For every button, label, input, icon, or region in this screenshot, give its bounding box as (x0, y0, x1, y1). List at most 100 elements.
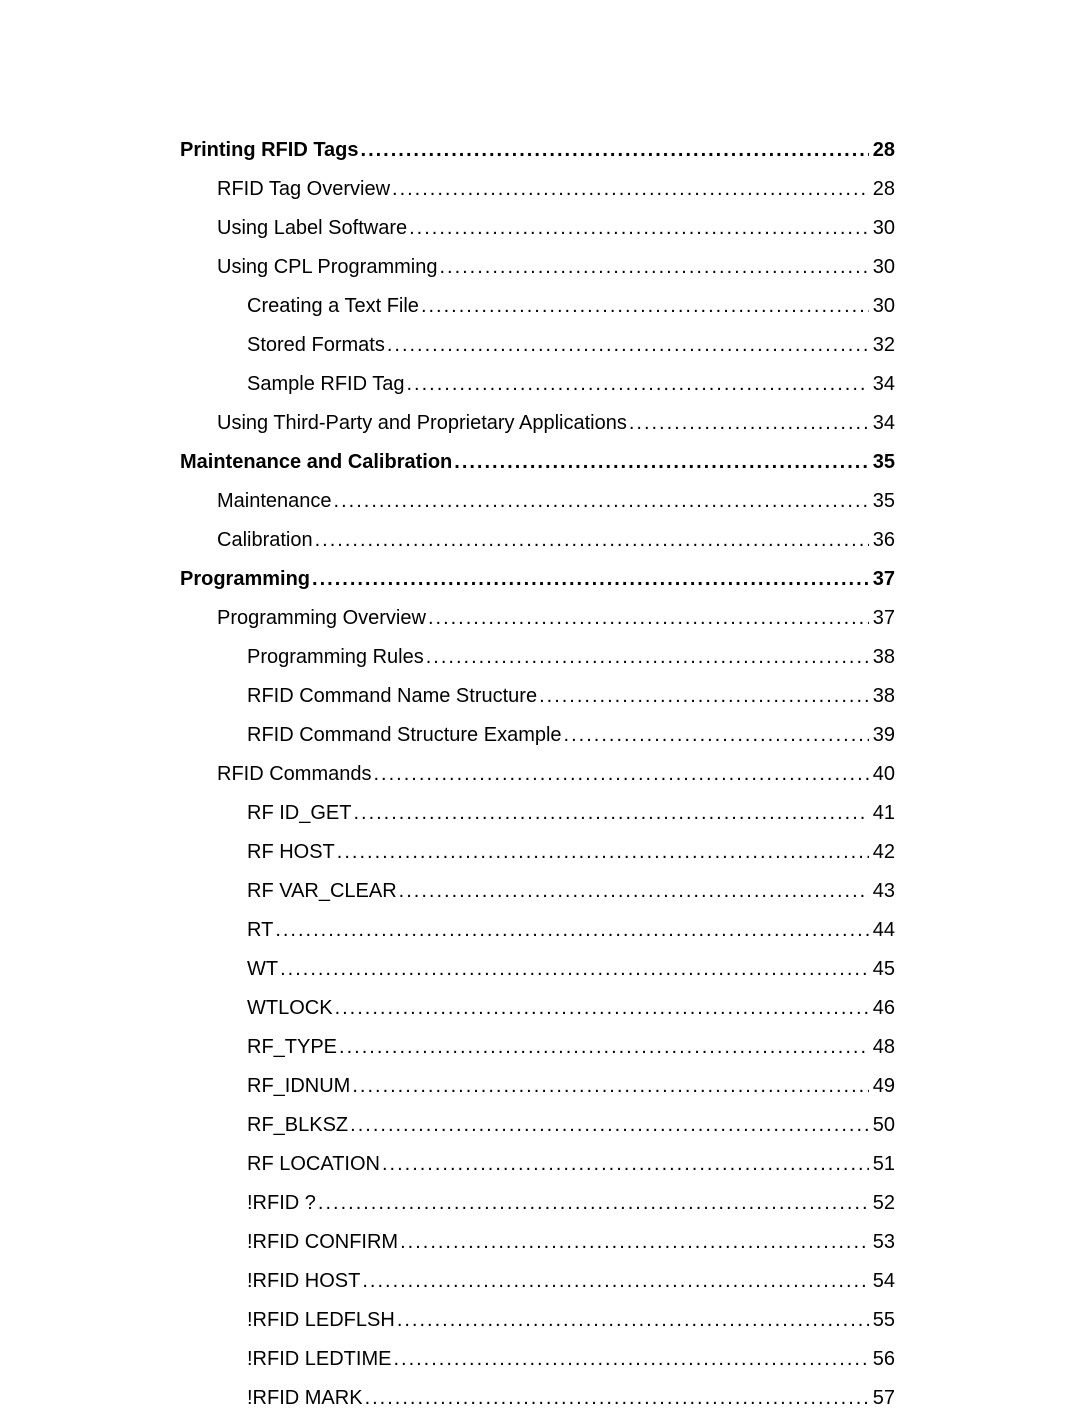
toc-entry-leader: ........................................… (537, 681, 869, 711)
toc-entry-page: 44 (869, 915, 895, 945)
toc-entry-title: Programming Overview (217, 603, 426, 633)
toc-entry-leader: ........................................… (313, 525, 869, 555)
toc-entry-title: Stored Formats (247, 330, 385, 360)
toc-entry-page: 50 (869, 1110, 895, 1140)
toc-entry-page: 34 (869, 369, 895, 399)
toc-entry-page: 40 (869, 759, 895, 789)
toc-entry: RFID Tag Overview.......................… (217, 174, 895, 204)
toc-entry-page: 37 (869, 564, 895, 594)
toc-entry: RF HOST.................................… (247, 837, 895, 867)
toc-entry-page: 36 (869, 525, 895, 555)
toc-entry-title: !RFID LEDTIME (247, 1344, 391, 1374)
toc-entry: !RFID ?.................................… (247, 1188, 895, 1218)
toc-entry-leader: ........................................… (407, 213, 869, 243)
toc-entry: Creating a Text File....................… (247, 291, 895, 321)
toc-entry-title: RFID Command Structure Example (247, 720, 562, 750)
toc-entry-leader: ........................................… (359, 135, 869, 165)
toc-entry-page: 51 (869, 1149, 895, 1179)
toc-entry: Using Label Software....................… (217, 213, 895, 243)
toc-entry-leader: ........................................… (351, 798, 868, 828)
toc-entry-leader: ........................................… (390, 174, 869, 204)
toc-entry-leader: ........................................… (627, 408, 869, 438)
toc-entry-leader: ........................................… (424, 642, 869, 672)
toc-entry: Using Third-Party and Proprietary Applic… (217, 408, 895, 438)
toc-entry-leader: ........................................… (426, 603, 869, 633)
toc-entry-title: RF_IDNUM (247, 1071, 350, 1101)
toc-entry-page: 28 (869, 174, 895, 204)
toc-entry-title: RF LOCATION (247, 1149, 380, 1179)
toc-entry-page: 38 (869, 642, 895, 672)
toc-entry-title: Maintenance (217, 486, 332, 516)
toc-entry-page: 41 (869, 798, 895, 828)
toc-entry: !RFID LEDFLSH...........................… (247, 1305, 895, 1335)
toc-entry-page: 38 (869, 681, 895, 711)
toc-entry-title: Using Label Software (217, 213, 407, 243)
toc-entry: RF_IDNUM................................… (247, 1071, 895, 1101)
toc-entry-leader: ........................................… (350, 1071, 868, 1101)
toc-entry: Printing RFID Tags......................… (180, 135, 895, 165)
toc-entry-title: Calibration (217, 525, 313, 555)
toc-entry-leader: ........................................… (316, 1188, 869, 1218)
toc-entry-title: !RFID ? (247, 1188, 316, 1218)
toc-entry-title: RF VAR_CLEAR (247, 876, 397, 906)
toc-entry: WTLOCK..................................… (247, 993, 895, 1023)
toc-entry-title: Maintenance and Calibration (180, 447, 452, 477)
toc-entry-title: RFID Commands (217, 759, 371, 789)
toc-entry: RFID Command Structure Example..........… (247, 720, 895, 750)
toc-entry-page: 54 (869, 1266, 895, 1296)
toc-entry-leader: ........................................… (278, 954, 869, 984)
toc-entry-title: !RFID LEDFLSH (247, 1305, 395, 1335)
toc-entry-title: RF_BLKSZ (247, 1110, 348, 1140)
toc-entry-leader: ........................................… (452, 447, 868, 477)
toc-entry: RF_TYPE.................................… (247, 1032, 895, 1062)
toc-entry-title: Using CPL Programming (217, 252, 437, 282)
toc-entry-title: WTLOCK (247, 993, 333, 1023)
table-of-contents: Printing RFID Tags......................… (180, 135, 895, 1413)
toc-entry-page: 37 (869, 603, 895, 633)
toc-entry: !RFID CONFIRM...........................… (247, 1227, 895, 1257)
toc-entry-page: 56 (869, 1344, 895, 1374)
toc-entry-title: Using Third-Party and Proprietary Applic… (217, 408, 627, 438)
toc-entry-title: !RFID HOST (247, 1266, 360, 1296)
toc-entry-leader: ........................................… (391, 1344, 868, 1374)
toc-entry-leader: ........................................… (348, 1110, 869, 1140)
toc-entry-title: Programming (180, 564, 310, 594)
toc-entry-title: RF HOST (247, 837, 335, 867)
toc-entry-page: 30 (869, 252, 895, 282)
toc-entry: RFID Command Name Structure.............… (247, 681, 895, 711)
toc-entry: Maintenance.............................… (217, 486, 895, 516)
toc-entry-title: Programming Rules (247, 642, 424, 672)
toc-entry-leader: ........................................… (335, 837, 869, 867)
toc-entry: Stored Formats..........................… (247, 330, 895, 360)
toc-entry-title: !RFID CONFIRM (247, 1227, 398, 1257)
toc-entry: !RFID MARK..............................… (247, 1383, 895, 1413)
toc-entry-page: 30 (869, 291, 895, 321)
toc-entry-page: 45 (869, 954, 895, 984)
toc-entry: Programming.............................… (180, 564, 895, 594)
toc-entry: Programming Rules.......................… (247, 642, 895, 672)
toc-entry: RF VAR_CLEAR............................… (247, 876, 895, 906)
toc-entry-leader: ........................................… (363, 1383, 869, 1413)
toc-entry-leader: ........................................… (337, 1032, 869, 1062)
toc-entry-title: WT (247, 954, 278, 984)
toc-entry-leader: ........................................… (371, 759, 868, 789)
toc-entry-page: 35 (869, 447, 895, 477)
toc-entry-title: RFID Tag Overview (217, 174, 390, 204)
toc-entry-title: !RFID MARK (247, 1383, 363, 1413)
toc-entry-leader: ........................................… (310, 564, 869, 594)
toc-entry: RT......................................… (247, 915, 895, 945)
toc-entry-page: 57 (869, 1383, 895, 1413)
toc-entry-page: 49 (869, 1071, 895, 1101)
toc-entry-page: 43 (869, 876, 895, 906)
toc-entry-title: Creating a Text File (247, 291, 419, 321)
toc-entry-leader: ........................................… (398, 1227, 869, 1257)
toc-entry: RF LOCATION.............................… (247, 1149, 895, 1179)
toc-entry: Using CPL Programming...................… (217, 252, 895, 282)
toc-entry-page: 53 (869, 1227, 895, 1257)
toc-entry-leader: ........................................… (419, 291, 869, 321)
toc-entry: !RFID HOST..............................… (247, 1266, 895, 1296)
toc-entry-leader: ........................................… (332, 486, 869, 516)
toc-entry-page: 46 (869, 993, 895, 1023)
toc-entry-leader: ........................................… (333, 993, 869, 1023)
toc-entry-page: 52 (869, 1188, 895, 1218)
